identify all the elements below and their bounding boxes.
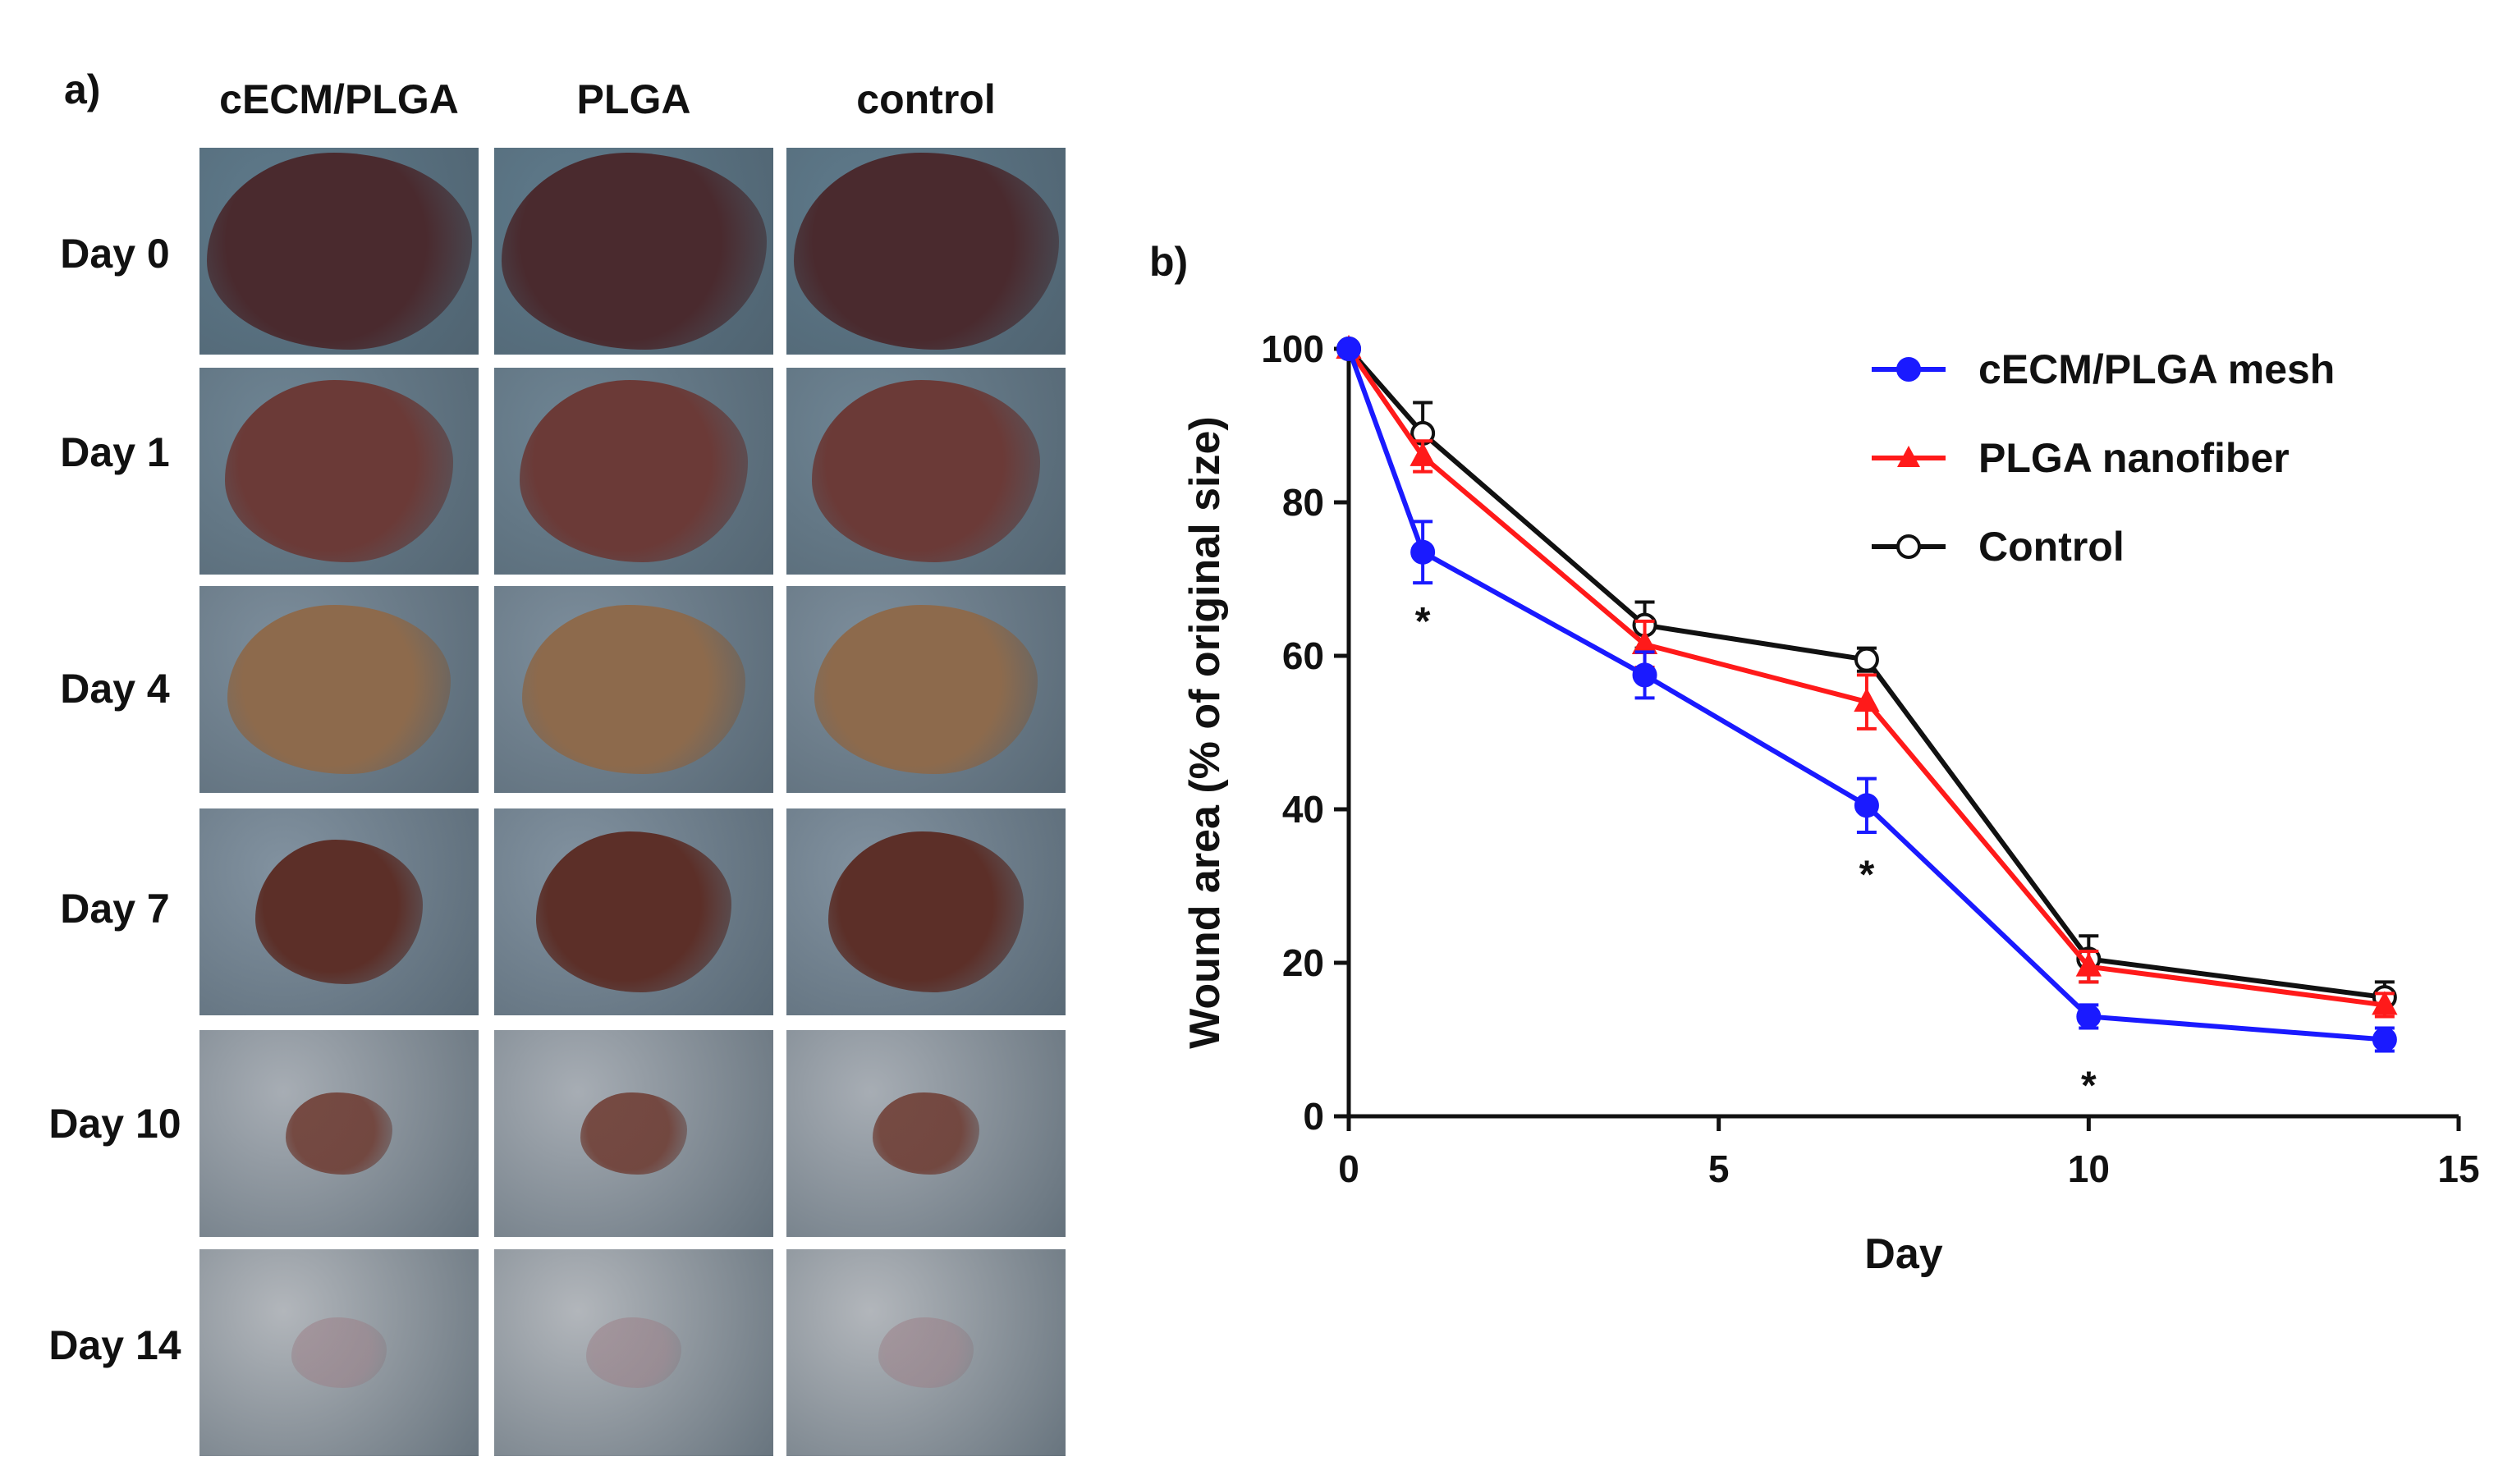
x-tick-label: 5 — [1708, 1147, 1730, 1190]
wound-area-shape — [580, 1092, 687, 1175]
wound-photo — [199, 1030, 479, 1237]
panel-a-label: a) — [64, 66, 101, 112]
wound-photo — [786, 368, 1066, 575]
significance-marker: * — [1415, 600, 1431, 644]
wound-photo — [199, 368, 479, 575]
wound-area-shape — [286, 1092, 392, 1175]
wound-photo — [786, 148, 1066, 355]
legend-marker — [1896, 357, 1921, 382]
x-axis-label: Day — [1864, 1230, 1942, 1278]
wound-area-shape — [224, 380, 454, 562]
wound-area-shape — [793, 153, 1059, 350]
wound-photo — [494, 586, 773, 793]
series-line — [1346, 347, 2386, 1001]
data-point — [2075, 952, 2102, 977]
wound-photo — [494, 1030, 773, 1237]
series-line — [1346, 347, 2386, 1008]
column-header-plga: PLGA — [576, 76, 691, 122]
data-point — [1336, 337, 1361, 361]
wound-area-shape — [501, 153, 767, 350]
wound-area-shape — [878, 1317, 974, 1388]
legend-label: PLGA nanofiber — [1978, 435, 2290, 481]
significance-marker: * — [1859, 853, 1875, 896]
panel-b-label: b) — [1149, 239, 1189, 285]
wound-area-shape — [255, 839, 423, 985]
wound-photo — [199, 148, 479, 355]
row-label-day-1: Day 1 — [60, 429, 170, 475]
wound-photo — [494, 808, 773, 1015]
wound-area-shape — [227, 604, 451, 775]
wound-area-shape — [586, 1317, 681, 1388]
x-tick-label: 15 — [2437, 1147, 2479, 1190]
y-tick-label: 0 — [1303, 1095, 1324, 1138]
legend-label: cECM/PLGA mesh — [1978, 346, 2335, 392]
row-label-day-4: Day 4 — [60, 666, 170, 712]
data-point — [1632, 662, 1657, 688]
legend-label: Control — [1978, 524, 2125, 570]
row-label-day-10: Day 10 — [48, 1101, 181, 1147]
wound-area-shape — [811, 380, 1041, 562]
series-line — [1346, 347, 2386, 1042]
row-label-day-14: Day 14 — [48, 1322, 181, 1368]
y-axis-label: Wound area (% of original size) — [1181, 416, 1229, 1048]
row-label-day-0: Day 0 — [60, 231, 170, 277]
wound-photo — [494, 148, 773, 355]
y-tick-label: 60 — [1282, 634, 1324, 677]
legend-marker — [1897, 446, 1920, 467]
y-tick-label: 20 — [1282, 941, 1324, 984]
column-header-cecm-plga: cECM/PLGA — [219, 76, 459, 122]
wound-photo — [199, 1249, 479, 1456]
wound-area-shape — [206, 153, 472, 350]
wound-area-shape — [828, 831, 1024, 993]
wound-area-shape — [519, 380, 749, 562]
wound-area-chart: 0 20 40 60 80 100 0 5 10 15 Day Wound area (% of or… — [1181, 327, 2479, 1278]
wound-photo — [494, 368, 773, 575]
column-header-control: control — [856, 76, 996, 122]
data-point — [2372, 991, 2398, 1015]
y-tick-label: 80 — [1282, 481, 1324, 524]
wound-photo — [786, 808, 1066, 1015]
y-tick-label: 40 — [1282, 788, 1324, 831]
data-point — [1854, 647, 1879, 672]
wound-area-shape — [873, 1092, 979, 1175]
wound-photo — [786, 1030, 1066, 1237]
data-point — [2372, 1027, 2397, 1052]
wound-photo — [494, 1249, 773, 1456]
data-point — [1854, 687, 1880, 712]
data-point — [2076, 1004, 2102, 1029]
wound-area-shape — [522, 604, 745, 775]
wound-area-shape — [536, 831, 731, 993]
wound-area-shape — [814, 604, 1038, 775]
x-tick-label: 10 — [2068, 1147, 2110, 1190]
wound-photo — [786, 586, 1066, 793]
data-point — [1410, 442, 1436, 466]
wound-photo — [199, 808, 479, 1015]
data-point — [1854, 793, 1879, 818]
legend-marker — [1896, 534, 1921, 559]
data-point — [1410, 539, 1436, 565]
wound-area-shape — [291, 1317, 387, 1388]
y-tick-label: 100 — [1261, 327, 1324, 370]
wound-photo — [199, 586, 479, 793]
wound-photo — [786, 1249, 1066, 1456]
row-label-day-7: Day 7 — [60, 886, 170, 932]
significance-marker: * — [2081, 1064, 2097, 1107]
x-tick-label: 0 — [1338, 1147, 1359, 1190]
